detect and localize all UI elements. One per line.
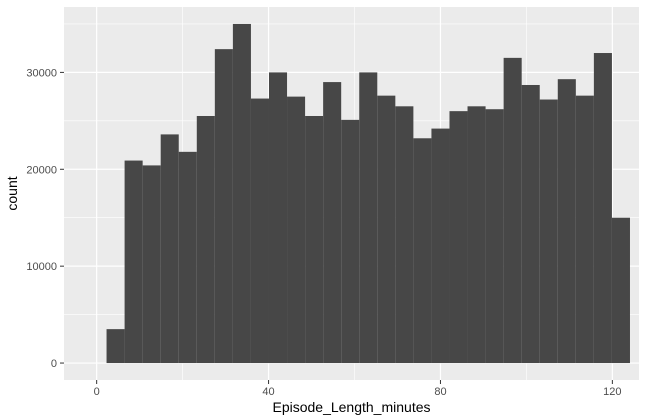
histogram-bar	[124, 160, 143, 364]
histogram-bar	[323, 82, 342, 364]
histogram-bar	[214, 49, 233, 364]
histogram-bar	[178, 151, 197, 364]
histogram-bar	[521, 84, 540, 364]
x-tick-label: 40	[262, 386, 274, 398]
histogram-bar	[413, 138, 432, 364]
histogram-bar	[359, 72, 378, 364]
histogram-bar	[250, 98, 269, 364]
histogram-bar	[287, 96, 306, 364]
histogram-bar	[268, 72, 288, 364]
histogram-bar	[377, 95, 396, 364]
y-axis-ticks: 0 10000 20000 30000	[26, 67, 64, 370]
histogram-bar	[467, 106, 486, 364]
histogram-bar	[106, 329, 125, 364]
histogram-bar	[557, 79, 576, 364]
histogram-bar	[196, 115, 215, 364]
histogram-bar	[431, 128, 450, 364]
x-axis-ticks: 0 40 80 120	[94, 380, 622, 398]
histogram-bar	[305, 115, 324, 364]
x-axis-title: Episode_Length_minutes	[272, 399, 430, 415]
y-tick-label: 20000	[26, 164, 57, 176]
histogram-bar	[503, 57, 522, 364]
x-tick-label: 80	[434, 386, 446, 398]
y-tick-label: 0	[51, 358, 57, 370]
histogram-bar	[142, 165, 161, 364]
x-tick-label: 0	[94, 386, 100, 398]
y-tick-label: 10000	[26, 261, 57, 273]
histogram-bars	[106, 23, 630, 364]
histogram-bar	[449, 111, 468, 364]
histogram-bar	[160, 134, 179, 364]
histogram-bar	[539, 99, 558, 364]
histogram-bar	[575, 95, 594, 364]
histogram-bar	[485, 109, 504, 364]
histogram-bar	[395, 106, 414, 364]
x-tick-label: 120	[603, 386, 621, 398]
y-tick-label: 30000	[26, 67, 57, 79]
histogram-bar	[341, 119, 360, 364]
histogram-bar	[232, 23, 251, 364]
histogram-bar	[593, 53, 612, 364]
histogram-bar	[611, 217, 630, 364]
y-axis-title: count	[4, 176, 20, 210]
